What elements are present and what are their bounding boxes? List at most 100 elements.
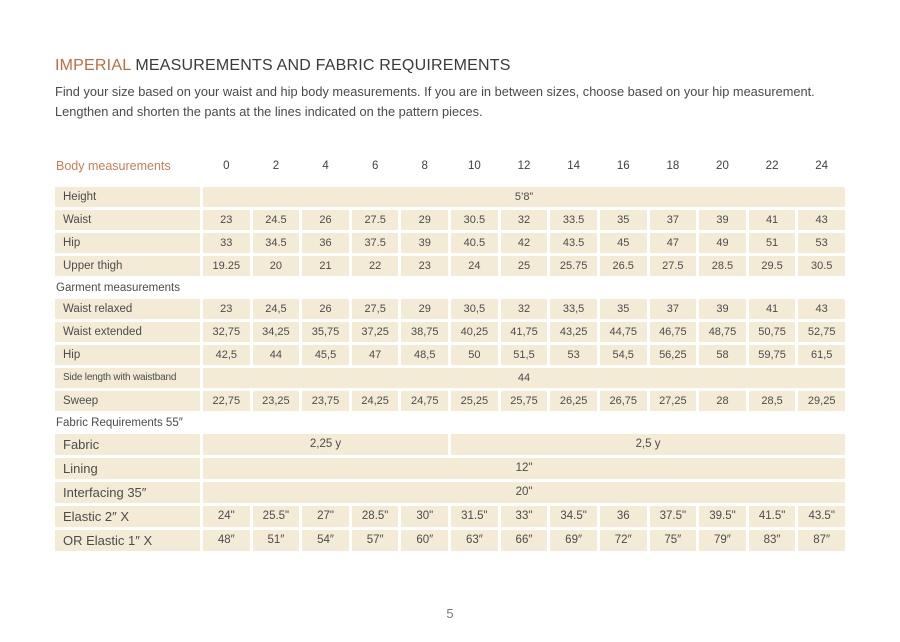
table-cell: 43.5"	[798, 505, 845, 527]
table-row: Height 5’8”	[55, 186, 845, 207]
table-cell: 52,75	[798, 321, 845, 342]
row-label: OR Elastic 1″ X	[55, 529, 200, 551]
row-label: Waist relaxed	[55, 298, 200, 319]
table-cell: 35	[599, 298, 647, 319]
table-cell: 39	[699, 209, 746, 230]
table-cell: 79″	[699, 529, 746, 551]
table-cell: 42	[500, 232, 548, 253]
size-table: Body measurements 0 2 4 6 8 10 12 14 16 18 20 22 24 He…	[55, 159, 845, 551]
table-cell: 23	[203, 209, 250, 230]
table-cell: 43.5	[550, 232, 597, 253]
table-cell: 72″	[599, 529, 647, 551]
size-column-header: 2	[272, 159, 280, 172]
table-cell: 69″	[550, 529, 597, 551]
table-cell: 24,75	[401, 390, 449, 411]
table-cell: 24.5	[252, 209, 300, 230]
row-label: Sweep	[55, 390, 200, 411]
size-column-header: 0	[223, 159, 230, 172]
table-cell: 38,75	[401, 321, 449, 342]
table-cell: 45	[599, 232, 647, 253]
table-row: Lining 12"	[55, 457, 845, 479]
table-cell: 39.5"	[699, 505, 746, 527]
table-cell: 27.5	[649, 255, 697, 276]
table-cell: 46,75	[649, 321, 697, 342]
size-column-header: 14	[567, 159, 580, 172]
table-cell: 34.5"	[550, 505, 597, 527]
section-heading: Garment measurements	[56, 281, 180, 294]
table-cell: 20	[252, 255, 300, 276]
table-cell: 57″	[351, 529, 399, 551]
table-cell: 51″	[252, 529, 300, 551]
table-cell: 54″	[302, 529, 349, 551]
table-header-row: Body measurements 0 2 4 6 8 10 12 14 16 18 20 22 24	[55, 159, 845, 173]
table-cell: 26	[302, 298, 349, 319]
table-cell: 44,75	[599, 321, 647, 342]
table-cell: 36	[599, 505, 647, 527]
table-cell: 23	[401, 255, 449, 276]
section-heading: Fabric Requirements 55″	[56, 416, 183, 429]
table-cell: 23	[203, 298, 250, 319]
size-column-header: 20	[716, 159, 729, 172]
row-label: Upper thigh	[55, 255, 200, 276]
row-label: Fabric	[55, 433, 200, 455]
table-cell: 32	[500, 209, 548, 230]
table-cell: 29.5	[748, 255, 796, 276]
table-row: Interfacing 35″ 20"	[55, 481, 845, 503]
page-content: IMPERIAL MEASUREMENTS AND FABRIC REQUIRE…	[55, 57, 845, 554]
table-cell: 60″	[401, 529, 449, 551]
table-cell: 22	[351, 255, 399, 276]
table-row: Hip 42,5 44 45,5 47 48,5 50 51,5 53 54,5 56,25 58 59…	[55, 344, 845, 365]
table-cell: 39	[699, 298, 746, 319]
table-cell: 27.5	[351, 209, 399, 230]
table-row: Waist 23 24.5 26 27.5 29 30.5 32 33.5 35 37 39 41 43	[55, 209, 845, 230]
merged-cell: 20"	[203, 481, 845, 503]
table-row: OR Elastic 1″ X 48″ 51″ 54″ 57″ 60″ 63″ 66″ 69″ 7…	[55, 529, 845, 551]
merged-cell: 5’8”	[203, 186, 845, 207]
table-cell: 37	[649, 298, 697, 319]
table-cell: 25,25	[451, 390, 498, 411]
table-cell: 27"	[302, 505, 349, 527]
size-column-header: 6	[371, 159, 379, 172]
intro-text: Find your size based on your waist and h…	[55, 84, 815, 119]
table-cell: 61,5	[798, 344, 845, 365]
table-cell: 75″	[649, 529, 697, 551]
table-cell: 37,25	[351, 321, 399, 342]
row-label: Hip	[55, 232, 200, 253]
table-cell: 40.5	[451, 232, 498, 253]
table-cell: 27,5	[351, 298, 399, 319]
table-cell: 53	[798, 232, 845, 253]
table-row: Hip 33 34.5 36 37.5 39 40.5 42 43.5 45 47 49 51 53	[55, 232, 845, 253]
table-cell: 51	[748, 232, 796, 253]
table-cell: 37	[649, 209, 697, 230]
table-cell: 35,75	[302, 321, 349, 342]
size-column-header: 24	[815, 159, 829, 172]
table-cell: 27,25	[649, 390, 697, 411]
table-cell: 26	[302, 209, 349, 230]
table-cell: 39	[401, 232, 449, 253]
table-cell: 40,25	[451, 321, 498, 342]
table-cell: 43	[798, 298, 845, 319]
table-cell: 53	[550, 344, 597, 365]
row-label: Height	[55, 186, 200, 207]
table-cell: 54,5	[599, 344, 647, 365]
table-row: Elastic 2″ X 24" 25.5" 27" 28.5" 30" 31.5" 33" 3…	[55, 505, 845, 527]
table-cell: 25.5"	[252, 505, 300, 527]
row-label: Lining	[55, 457, 200, 479]
table-cell: 47	[351, 344, 399, 365]
table-cell: 23,25	[252, 390, 300, 411]
row-label: Elastic 2″ X	[55, 505, 200, 527]
table-cell: 45,5	[302, 344, 349, 365]
table-cell: 29	[401, 209, 449, 230]
table-cell: 24,25	[351, 390, 399, 411]
table-row: Waist extended 32,75 34,25 35,75 37,25 38,75 4…	[55, 321, 845, 342]
table-cell: 59,75	[748, 344, 796, 365]
table-cell: 43	[798, 209, 845, 230]
size-column-header: 8	[421, 159, 428, 172]
table-cell: 43,25	[550, 321, 597, 342]
table-cell: 83″	[748, 529, 796, 551]
row-label: Waist extended	[55, 321, 200, 342]
size-column-header: 18	[666, 159, 680, 172]
size-column-header: 16	[616, 159, 630, 172]
table-cell: 25,75	[500, 390, 548, 411]
table-row: Waist relaxed 23 24,5 26 27,5 29 30,5 32 33,5 35 3…	[55, 298, 845, 319]
